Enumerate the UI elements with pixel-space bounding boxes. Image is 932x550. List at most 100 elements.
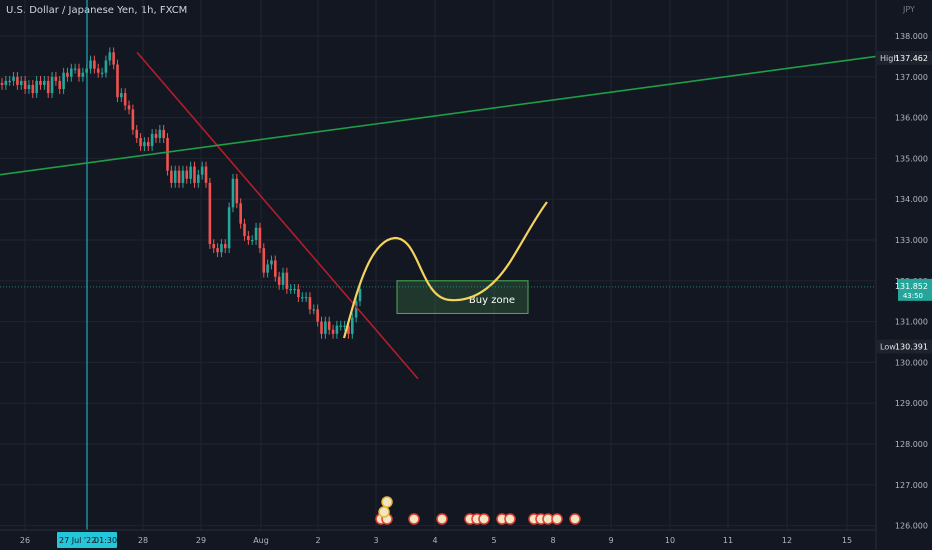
candle-body — [104, 60, 108, 73]
candle-body — [181, 170, 185, 183]
candle-body — [120, 93, 123, 98]
candle-body — [66, 72, 69, 77]
candle-body — [212, 244, 216, 249]
candle-body — [112, 52, 115, 65]
candle-body — [131, 109, 135, 130]
candle-body — [320, 321, 323, 334]
candle-series — [0, 47, 362, 339]
candle-body — [46, 80, 50, 94]
candle-body — [39, 80, 42, 85]
crosshair-date-badge — [57, 532, 117, 548]
low-badge — [876, 339, 898, 354]
candle-body — [304, 297, 308, 299]
crosshair-date-text: 27 Jul '22 — [59, 536, 96, 545]
candle-body — [62, 72, 65, 90]
candle-body — [274, 260, 277, 277]
event-icon — [436, 513, 448, 525]
candle-body — [154, 133, 158, 138]
last-price-value: 131.852 — [895, 282, 928, 291]
y-tick-label: 136.000 — [895, 114, 928, 123]
candle-body — [297, 288, 300, 298]
buy-zone-rect[interactable] — [396, 280, 529, 314]
candle-body — [4, 80, 8, 85]
x-tick-label: 11 — [723, 536, 733, 545]
low-value-badge — [898, 339, 932, 354]
currency-label: JPY — [903, 5, 915, 14]
event-markers[interactable] — [375, 496, 581, 525]
candle-body — [73, 68, 77, 70]
x-tick-label: 12 — [782, 536, 792, 545]
candle-body — [300, 297, 304, 299]
candle-body — [262, 248, 266, 273]
x-tick-label: 28 — [138, 536, 148, 545]
candle-body — [351, 317, 354, 334]
x-tick-label: 26 — [20, 536, 30, 545]
crosshair-time-text: 01:30 — [94, 536, 117, 545]
y-tick-label: 137.000 — [895, 73, 928, 82]
candle-body — [116, 64, 119, 98]
candle-body — [220, 244, 223, 253]
candle-body — [23, 80, 27, 90]
chart-title: U.S. Dollar / Japanese Yen, 1h, FXCM — [6, 5, 188, 16]
candle-body — [343, 325, 346, 327]
candle-body — [43, 80, 46, 85]
event-icon — [551, 513, 563, 525]
candle-body — [123, 93, 127, 106]
candle-body — [308, 297, 312, 310]
y-tick-label: 130.000 — [895, 358, 928, 367]
candle-body — [58, 80, 62, 90]
buy-zone-label: Buy zone — [469, 295, 515, 306]
candle-body — [339, 325, 343, 327]
x-tick-label: 4 — [432, 536, 437, 545]
candle-body — [216, 248, 219, 253]
price-axis[interactable]: 126.000 127.000 128.000 129.000 130.000 131.0… — [875, 0, 928, 550]
candle-body — [331, 329, 335, 334]
x-tick-label: 15 — [842, 536, 852, 545]
buy-zone[interactable]: Buy zone — [396, 280, 529, 314]
candle-body — [223, 244, 227, 249]
y-tick-label: 131.000 — [895, 318, 928, 327]
y-tick-label: 126.000 — [895, 522, 928, 531]
y-tick-label: 129.000 — [895, 399, 928, 408]
candle-body — [254, 227, 258, 240]
candle-body — [335, 325, 339, 334]
x-tick-label: 10 — [665, 536, 675, 545]
candle-body — [231, 178, 235, 208]
candle-body — [146, 142, 150, 147]
y-tick-label: 134.000 — [895, 195, 928, 204]
candle-body — [208, 182, 212, 245]
candle-body — [12, 76, 15, 81]
event-icon — [408, 513, 420, 525]
candle-body — [312, 309, 316, 311]
candle-body — [100, 72, 104, 74]
candle-body — [227, 207, 231, 249]
candle-body — [235, 178, 239, 204]
candle-body — [69, 68, 73, 77]
candle-body — [127, 105, 131, 110]
high-value: 137.462 — [895, 54, 928, 63]
x-tick-label: Aug — [253, 536, 269, 545]
candle-body — [96, 68, 100, 73]
candle-body — [158, 129, 162, 138]
high-badge — [876, 50, 898, 65]
y-tick-label: 133.000 — [895, 236, 928, 245]
event-icon — [378, 506, 390, 518]
y-tick-label: 128.000 — [895, 440, 928, 449]
candle-body — [243, 223, 246, 236]
candle-body — [173, 170, 177, 183]
projected-path[interactable] — [342, 201, 548, 339]
y-tick-label: 138.000 — [895, 32, 928, 41]
event-icon — [504, 513, 516, 525]
candle-body — [277, 276, 281, 285]
candle-body — [266, 264, 269, 273]
candle-body — [31, 84, 35, 94]
trendlines[interactable] — [0, 51, 877, 380]
candle-body — [143, 142, 146, 147]
projected-path-group[interactable] — [342, 201, 548, 339]
candle-body — [281, 272, 285, 285]
candle-body — [150, 133, 154, 147]
